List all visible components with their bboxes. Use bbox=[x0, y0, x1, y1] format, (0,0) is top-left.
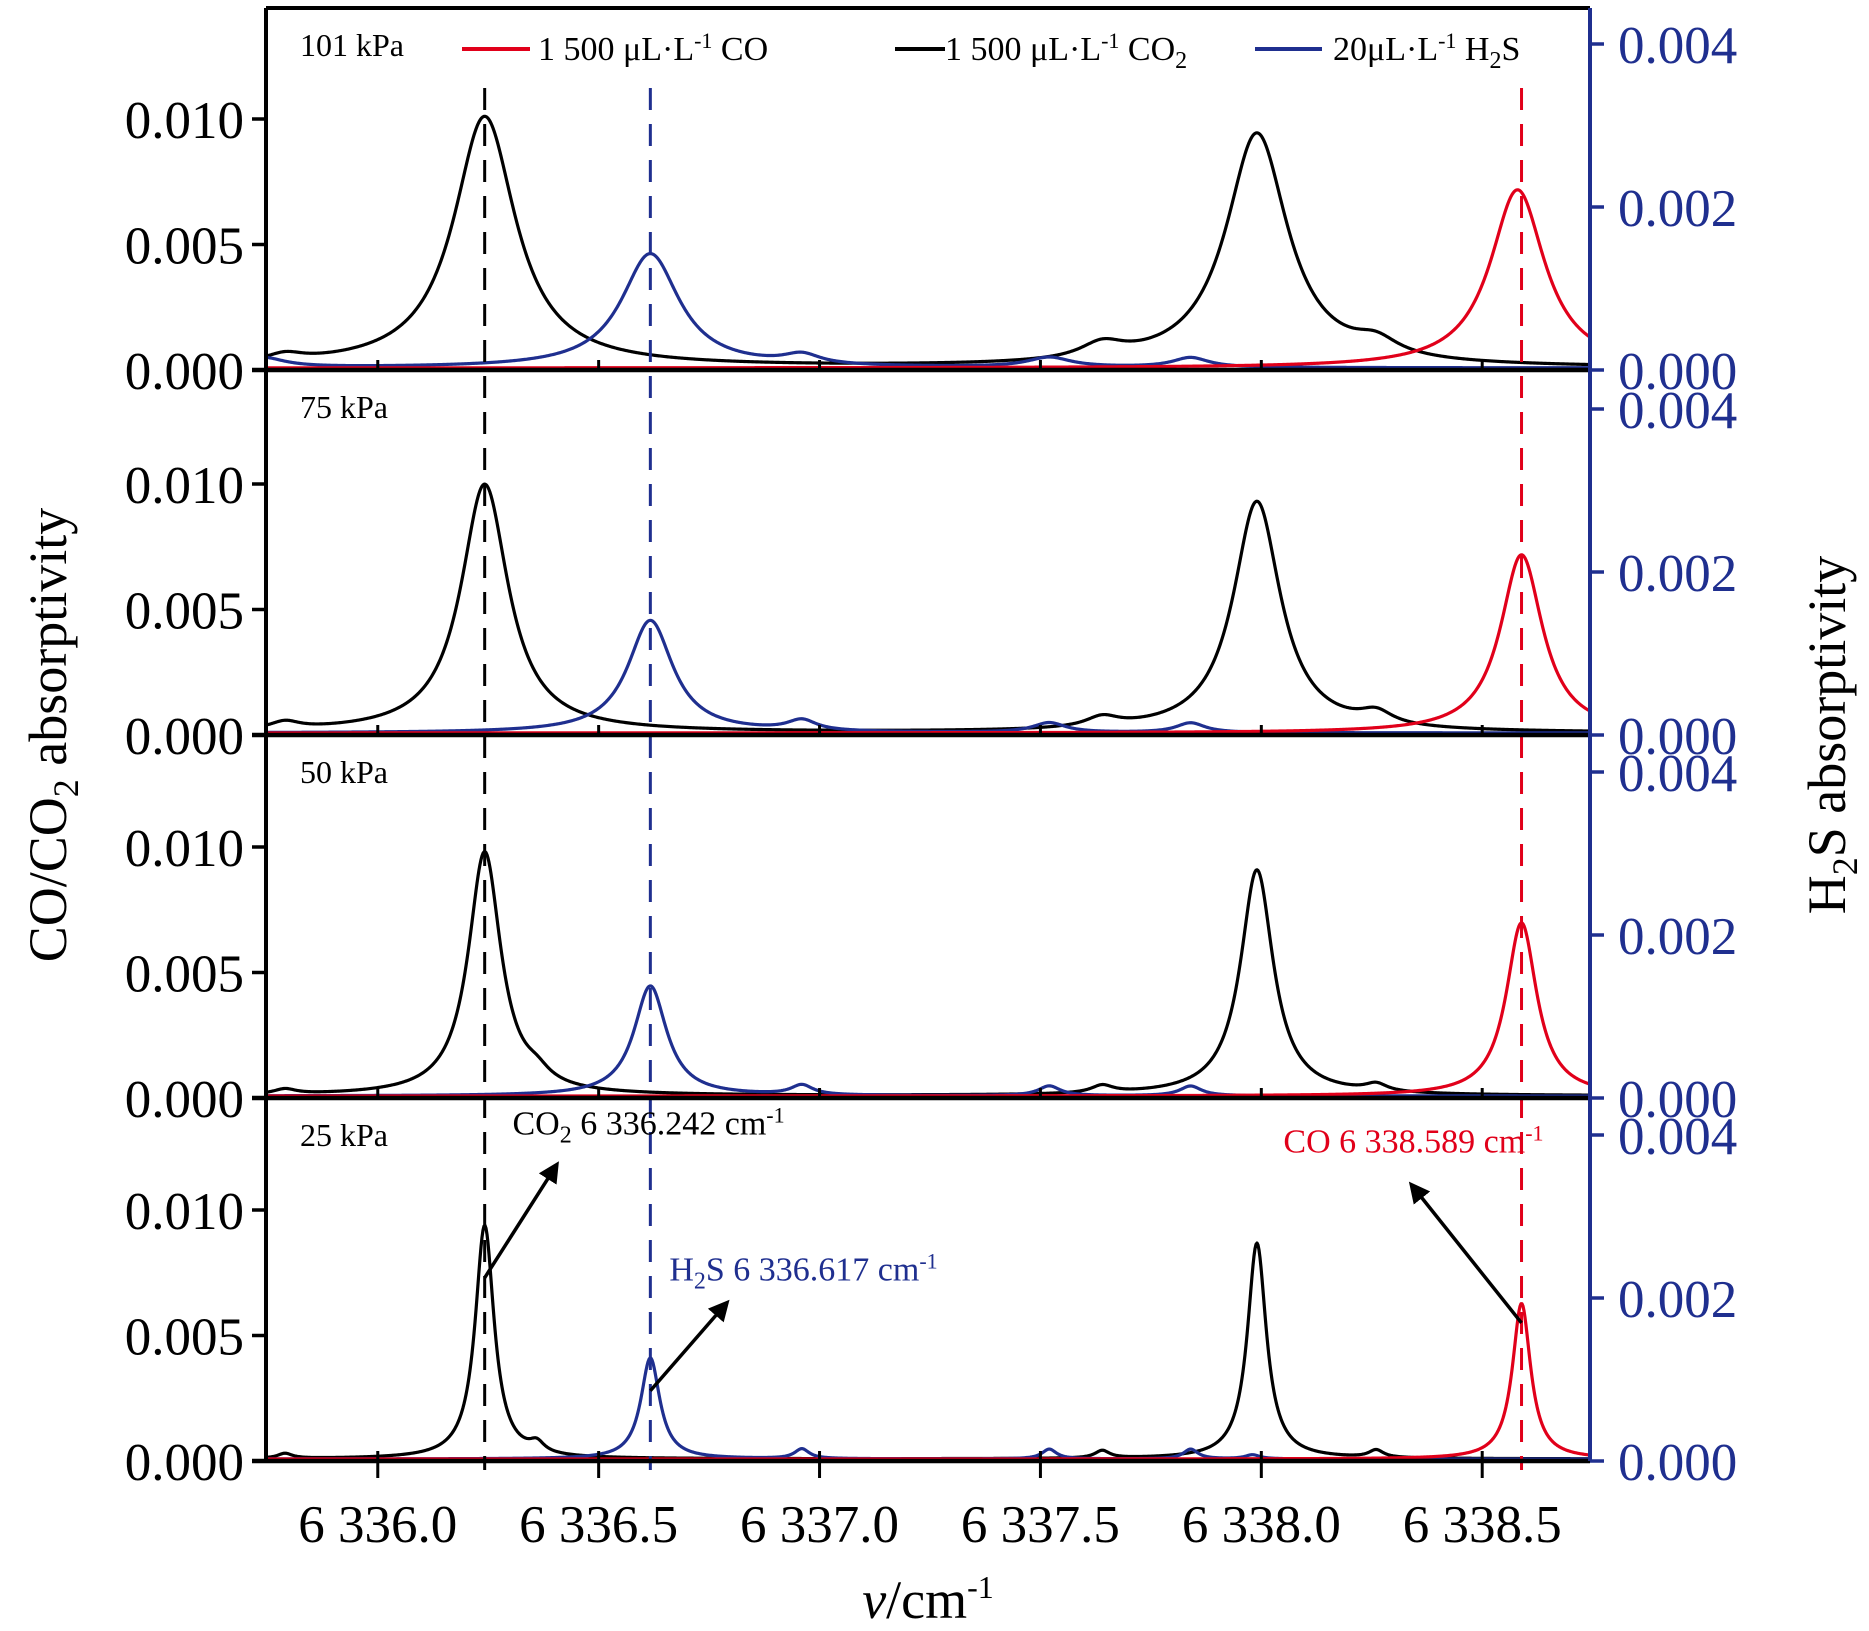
x-axis-title: v/cm-1 bbox=[862, 1569, 994, 1630]
right-y-tick-label: 0.002 bbox=[1618, 545, 1737, 603]
left-y-tick-label: 0.000 bbox=[125, 708, 244, 766]
legend-text-main: 20μL·L bbox=[1333, 31, 1438, 68]
legend-text-post: H bbox=[1456, 31, 1489, 68]
panel-75-kpa: 75 kPa bbox=[266, 389, 1590, 735]
axes-frame: 0.0000.0050.0100.0000.0020.0040.0000.005… bbox=[125, 6, 1737, 1554]
left-y-tick-label: 0.010 bbox=[125, 1183, 244, 1241]
left-y-tick-label: 0.005 bbox=[125, 583, 244, 641]
y-left-sub: 2 bbox=[46, 779, 86, 797]
right-y-tick-label: 0.004 bbox=[1618, 17, 1737, 75]
annot-pre: CO bbox=[513, 1106, 560, 1143]
legend-text-post: CO bbox=[1119, 31, 1175, 68]
legend-text-post: CO bbox=[712, 31, 768, 68]
panel-101-kpa: 101 kPa bbox=[266, 27, 1590, 370]
y-right-axis-title: H2S absorptivity bbox=[1797, 556, 1865, 915]
reference-lines bbox=[483, 88, 1524, 1470]
panel-label: 101 kPa bbox=[300, 27, 404, 63]
left-y-tick-label: 0.000 bbox=[125, 1434, 244, 1492]
annot-sup: -1 bbox=[766, 1103, 784, 1128]
legend-entry: 1 500 μL·L-1 CO2 bbox=[945, 28, 1187, 74]
annotation-arrow-h2s bbox=[649, 1299, 730, 1392]
right-y-tick-label: 0.004 bbox=[1618, 382, 1737, 440]
annotation-arrow-co bbox=[1408, 1181, 1523, 1325]
legend-text-main: 1 500 μL·L bbox=[945, 31, 1101, 68]
x-tick-label: 6 338.0 bbox=[1182, 1496, 1341, 1554]
y-left-axis-title: CO/CO2 absorptivity bbox=[18, 508, 86, 963]
right-y-tick-label: 0.004 bbox=[1618, 745, 1737, 803]
y-right-post: S absorptivity bbox=[1797, 556, 1857, 858]
left-y-tick-label: 0.000 bbox=[125, 343, 244, 401]
series-line-co2 bbox=[266, 482, 1590, 733]
annot-sup: -1 bbox=[1525, 1120, 1543, 1145]
legend: 1 500 μL·L-1 CO 1 500 μL·L-1 CO2 20μL·L-1 … bbox=[462, 28, 1520, 74]
left-y-tick-label: 0.005 bbox=[125, 946, 244, 1004]
annot-text: CO 6 338.589 cm bbox=[1283, 1123, 1525, 1160]
legend-text-post2: S bbox=[1501, 31, 1520, 68]
x-tick-label: 6 337.0 bbox=[740, 1496, 899, 1554]
series-line-h2s bbox=[266, 1356, 1590, 1461]
y-right-sub: 2 bbox=[1825, 857, 1865, 875]
y-left-pre: CO/CO bbox=[18, 797, 78, 962]
annotation-label-co2: CO2 6 336.242 cm-1 bbox=[513, 1103, 785, 1149]
annot-pre: H bbox=[669, 1251, 694, 1288]
legend-entry: 1 500 μL·L-1 CO bbox=[538, 28, 768, 68]
legend-sub: 2 bbox=[1489, 48, 1501, 74]
series-line-co bbox=[266, 1302, 1590, 1461]
right-y-tick-label: 0.004 bbox=[1618, 1108, 1737, 1166]
x-title-sup: -1 bbox=[967, 1569, 994, 1605]
left-y-tick-label: 0.010 bbox=[125, 457, 244, 515]
annot-text: S 6 336.617 cm bbox=[706, 1251, 919, 1288]
x-title-unit: /cm bbox=[886, 1570, 967, 1630]
x-title-var: v bbox=[862, 1570, 886, 1630]
series-line-co bbox=[266, 188, 1590, 370]
left-y-tick-label: 0.000 bbox=[125, 1071, 244, 1129]
x-tick-label: 6 336.0 bbox=[298, 1496, 457, 1554]
panel-label: 25 kPa bbox=[300, 1117, 388, 1153]
panel-label: 50 kPa bbox=[300, 754, 388, 790]
legend-sup: -1 bbox=[694, 28, 712, 53]
left-y-tick-label: 0.010 bbox=[125, 92, 244, 150]
right-y-tick-label: 0.000 bbox=[1618, 1434, 1737, 1492]
panel-25-kpa: 25 kPa bbox=[266, 1117, 1590, 1461]
series-line-co bbox=[266, 921, 1590, 1098]
series-line-h2s bbox=[266, 984, 1590, 1098]
series-line-co2 bbox=[266, 850, 1590, 1097]
y-left-post: absorptivity bbox=[18, 508, 78, 779]
panel-label: 75 kPa bbox=[300, 389, 388, 425]
right-y-tick-label: 0.002 bbox=[1618, 908, 1737, 966]
right-y-tick-label: 0.002 bbox=[1618, 180, 1737, 238]
annot-text: 6 336.242 cm bbox=[572, 1106, 767, 1143]
y-right-pre: H bbox=[1797, 875, 1857, 914]
right-y-tick-label: 0.000 bbox=[1618, 1071, 1737, 1129]
annotation-arrow-co2 bbox=[483, 1161, 559, 1279]
right-y-tick-label: 0.000 bbox=[1618, 343, 1737, 401]
left-y-tick-label: 0.005 bbox=[125, 218, 244, 276]
legend-sup: -1 bbox=[1101, 28, 1119, 53]
x-tick-label: 6 336.5 bbox=[519, 1496, 678, 1554]
series-line-h2s bbox=[266, 252, 1590, 370]
legend-entry: 20μL·L-1 H2S bbox=[1333, 28, 1520, 74]
annot-sub: 2 bbox=[560, 1123, 572, 1149]
annotation-label-h2s: H2S 6 336.617 cm-1 bbox=[669, 1248, 937, 1294]
legend-sup: -1 bbox=[1438, 28, 1456, 53]
series-line-co bbox=[266, 553, 1590, 735]
legend-text-main: 1 500 μL·L bbox=[538, 31, 694, 68]
panel-50-kpa: 50 kPa bbox=[266, 754, 1590, 1098]
right-y-tick-label: 0.000 bbox=[1618, 708, 1737, 766]
left-y-tick-label: 0.010 bbox=[125, 820, 244, 878]
x-tick-label: 6 338.5 bbox=[1403, 1496, 1562, 1554]
legend-sub: 2 bbox=[1175, 48, 1187, 74]
series-line-co2 bbox=[266, 114, 1590, 367]
left-y-tick-label: 0.005 bbox=[125, 1309, 244, 1367]
annotation-label-co: CO 6 338.589 cm-1 bbox=[1283, 1120, 1543, 1160]
annot-sub: 2 bbox=[694, 1268, 706, 1294]
right-y-tick-label: 0.002 bbox=[1618, 1271, 1737, 1329]
x-tick-label: 6 337.5 bbox=[961, 1496, 1120, 1554]
panels: 101 kPa 75 kPa 50 kPa 25 kPa bbox=[266, 27, 1590, 1461]
annot-sup: -1 bbox=[919, 1248, 937, 1273]
